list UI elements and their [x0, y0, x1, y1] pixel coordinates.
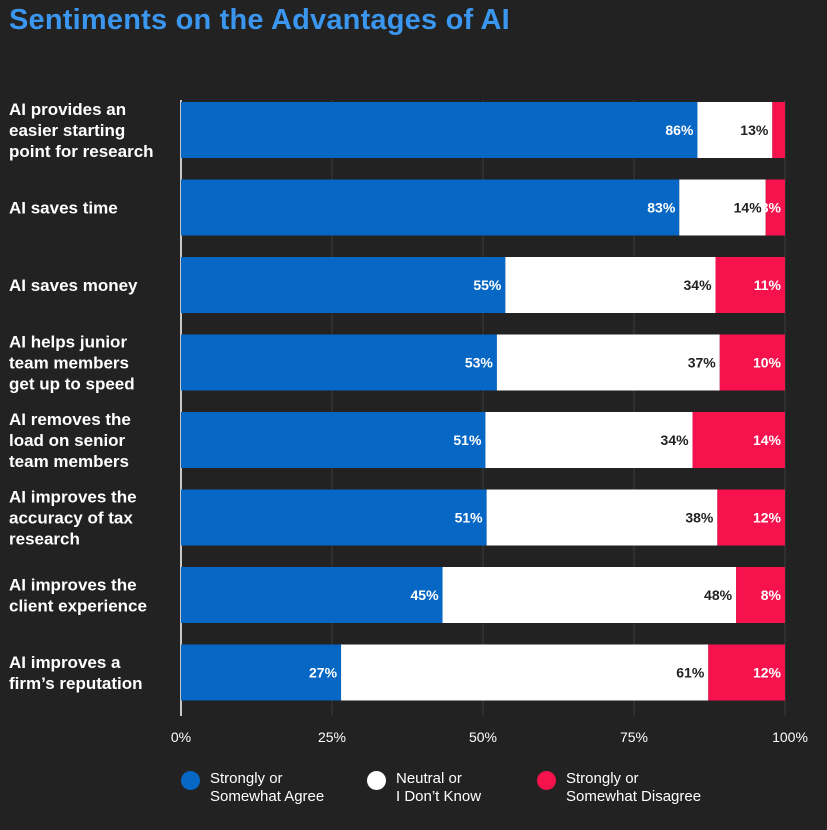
value-labels: 86% 13%83% 14% 3%55% 34% 11%53% 37% 10%51% 34% 14…	[309, 122, 782, 681]
category-label-line: AI improves a	[9, 653, 121, 672]
x-tick-label: 75%	[620, 729, 648, 745]
legend-label-neutral: Neutral or I Don’t Know	[396, 770, 482, 805]
bar-segment	[765, 179, 785, 236]
bar-segment	[719, 334, 785, 391]
category-label-line: AI saves time	[9, 199, 118, 218]
category-label: AI improves the accuracy of tax research	[9, 488, 137, 549]
value-label: 37%	[688, 355, 717, 371]
category-label-line: AI saves money	[9, 276, 138, 295]
bar-segment	[181, 257, 506, 313]
value-label: 48%	[704, 587, 733, 603]
value-label: 34%	[684, 277, 713, 293]
value-label: 14%	[753, 432, 782, 448]
legend-item-agree: Strongly or Somewhat Agree	[181, 770, 324, 806]
x-tick-label: 25%	[318, 729, 346, 745]
category-label: AI saves money	[9, 276, 138, 295]
value-label: 51%	[455, 510, 484, 526]
category-label-line: AI helps junior	[9, 333, 127, 352]
legend-swatch-neutral	[367, 771, 386, 790]
bar-segment	[341, 644, 709, 701]
legend-item-neutral: Neutral or I Don’t Know	[367, 770, 481, 806]
category-label: AI improves the client experience	[9, 576, 147, 616]
category-label: AI provides an easier starting point for r…	[9, 100, 154, 161]
bar-segment	[679, 179, 766, 236]
value-label: 83%	[647, 200, 676, 216]
category-label: AI helps junior team members get up to spe…	[9, 333, 135, 394]
value-label: 27%	[309, 665, 338, 681]
category-label: AI saves time	[9, 199, 118, 218]
category-label-line: load on senior	[9, 431, 126, 450]
x-tick-label: 100%	[772, 729, 808, 745]
legend-swatch-agree	[181, 771, 200, 790]
value-label: 61%	[676, 665, 705, 681]
category-label-line: research	[9, 530, 80, 549]
bar-segment	[486, 489, 718, 546]
x-tick-label: 0%	[171, 729, 191, 745]
value-label: 14%	[734, 200, 763, 216]
category-label: AI improves a firm’s reputation	[9, 653, 143, 693]
bar-segment	[496, 334, 720, 391]
category-label-line: AI removes the	[9, 410, 131, 429]
legend-item-disagree: Strongly or Somewhat Disagree	[537, 770, 701, 806]
bar-segment	[181, 644, 342, 701]
value-label: 12%	[753, 510, 782, 526]
value-label: 13%	[740, 122, 769, 138]
bar-segment	[485, 412, 693, 468]
value-label: 51%	[453, 432, 482, 448]
category-label-line: firm’s reputation	[9, 674, 143, 693]
bar-segment	[736, 567, 785, 623]
bar-segment	[181, 334, 497, 391]
category-label-line: AI improves the	[9, 576, 137, 595]
bar-segment	[505, 257, 716, 313]
value-label: 8%	[761, 587, 782, 603]
bar-segment	[717, 489, 785, 546]
category-label-line: AI improves the	[9, 488, 137, 507]
value-label: 34%	[661, 432, 690, 448]
bar-segment	[181, 412, 486, 468]
value-label: 3%	[761, 200, 782, 216]
x-tick-label: 50%	[469, 729, 497, 745]
bar-segment	[697, 102, 773, 158]
bar-segment	[708, 644, 785, 701]
value-label: 11%	[754, 277, 782, 293]
value-label: 55%	[473, 277, 502, 293]
bar-segment	[715, 257, 785, 313]
x-tick-labels: 0% 25% 50% 75% 100%	[171, 729, 808, 745]
category-labels: AI provides an easier starting point for r…	[9, 100, 154, 693]
category-label: AI removes the load on senior team members	[9, 410, 131, 471]
legend-label-agree: Strongly or Somewhat Agree	[210, 770, 325, 805]
value-label: 53%	[465, 355, 494, 371]
category-label-line: get up to speed	[9, 375, 135, 394]
legend-label-disagree: Strongly or Somewhat Disagree	[566, 770, 702, 805]
bar-segment	[181, 489, 487, 546]
bar-segment	[181, 567, 443, 623]
bar-segment	[772, 102, 785, 158]
category-label-line: point for research	[9, 142, 154, 161]
category-label-line: client experience	[9, 597, 147, 616]
value-label: 38%	[685, 510, 714, 526]
legend-swatch-disagree	[537, 771, 556, 790]
bar-segment	[181, 102, 698, 158]
category-label-line: team members	[9, 354, 129, 373]
value-label: 10%	[753, 355, 782, 371]
category-label-line: AI provides an	[9, 100, 126, 119]
bars	[181, 102, 785, 701]
category-label-line: team members	[9, 452, 129, 471]
value-label: 45%	[411, 587, 440, 603]
category-label-line: accuracy of tax	[9, 509, 133, 528]
value-label: 12%	[753, 665, 782, 681]
bar-segment	[692, 412, 785, 468]
bar-segment	[442, 567, 737, 623]
value-label: 86%	[665, 122, 694, 138]
bar-segment	[181, 179, 680, 236]
chart-title: Sentiments on the Advantages of AI	[9, 4, 510, 36]
category-label-line: easier starting	[9, 121, 125, 140]
